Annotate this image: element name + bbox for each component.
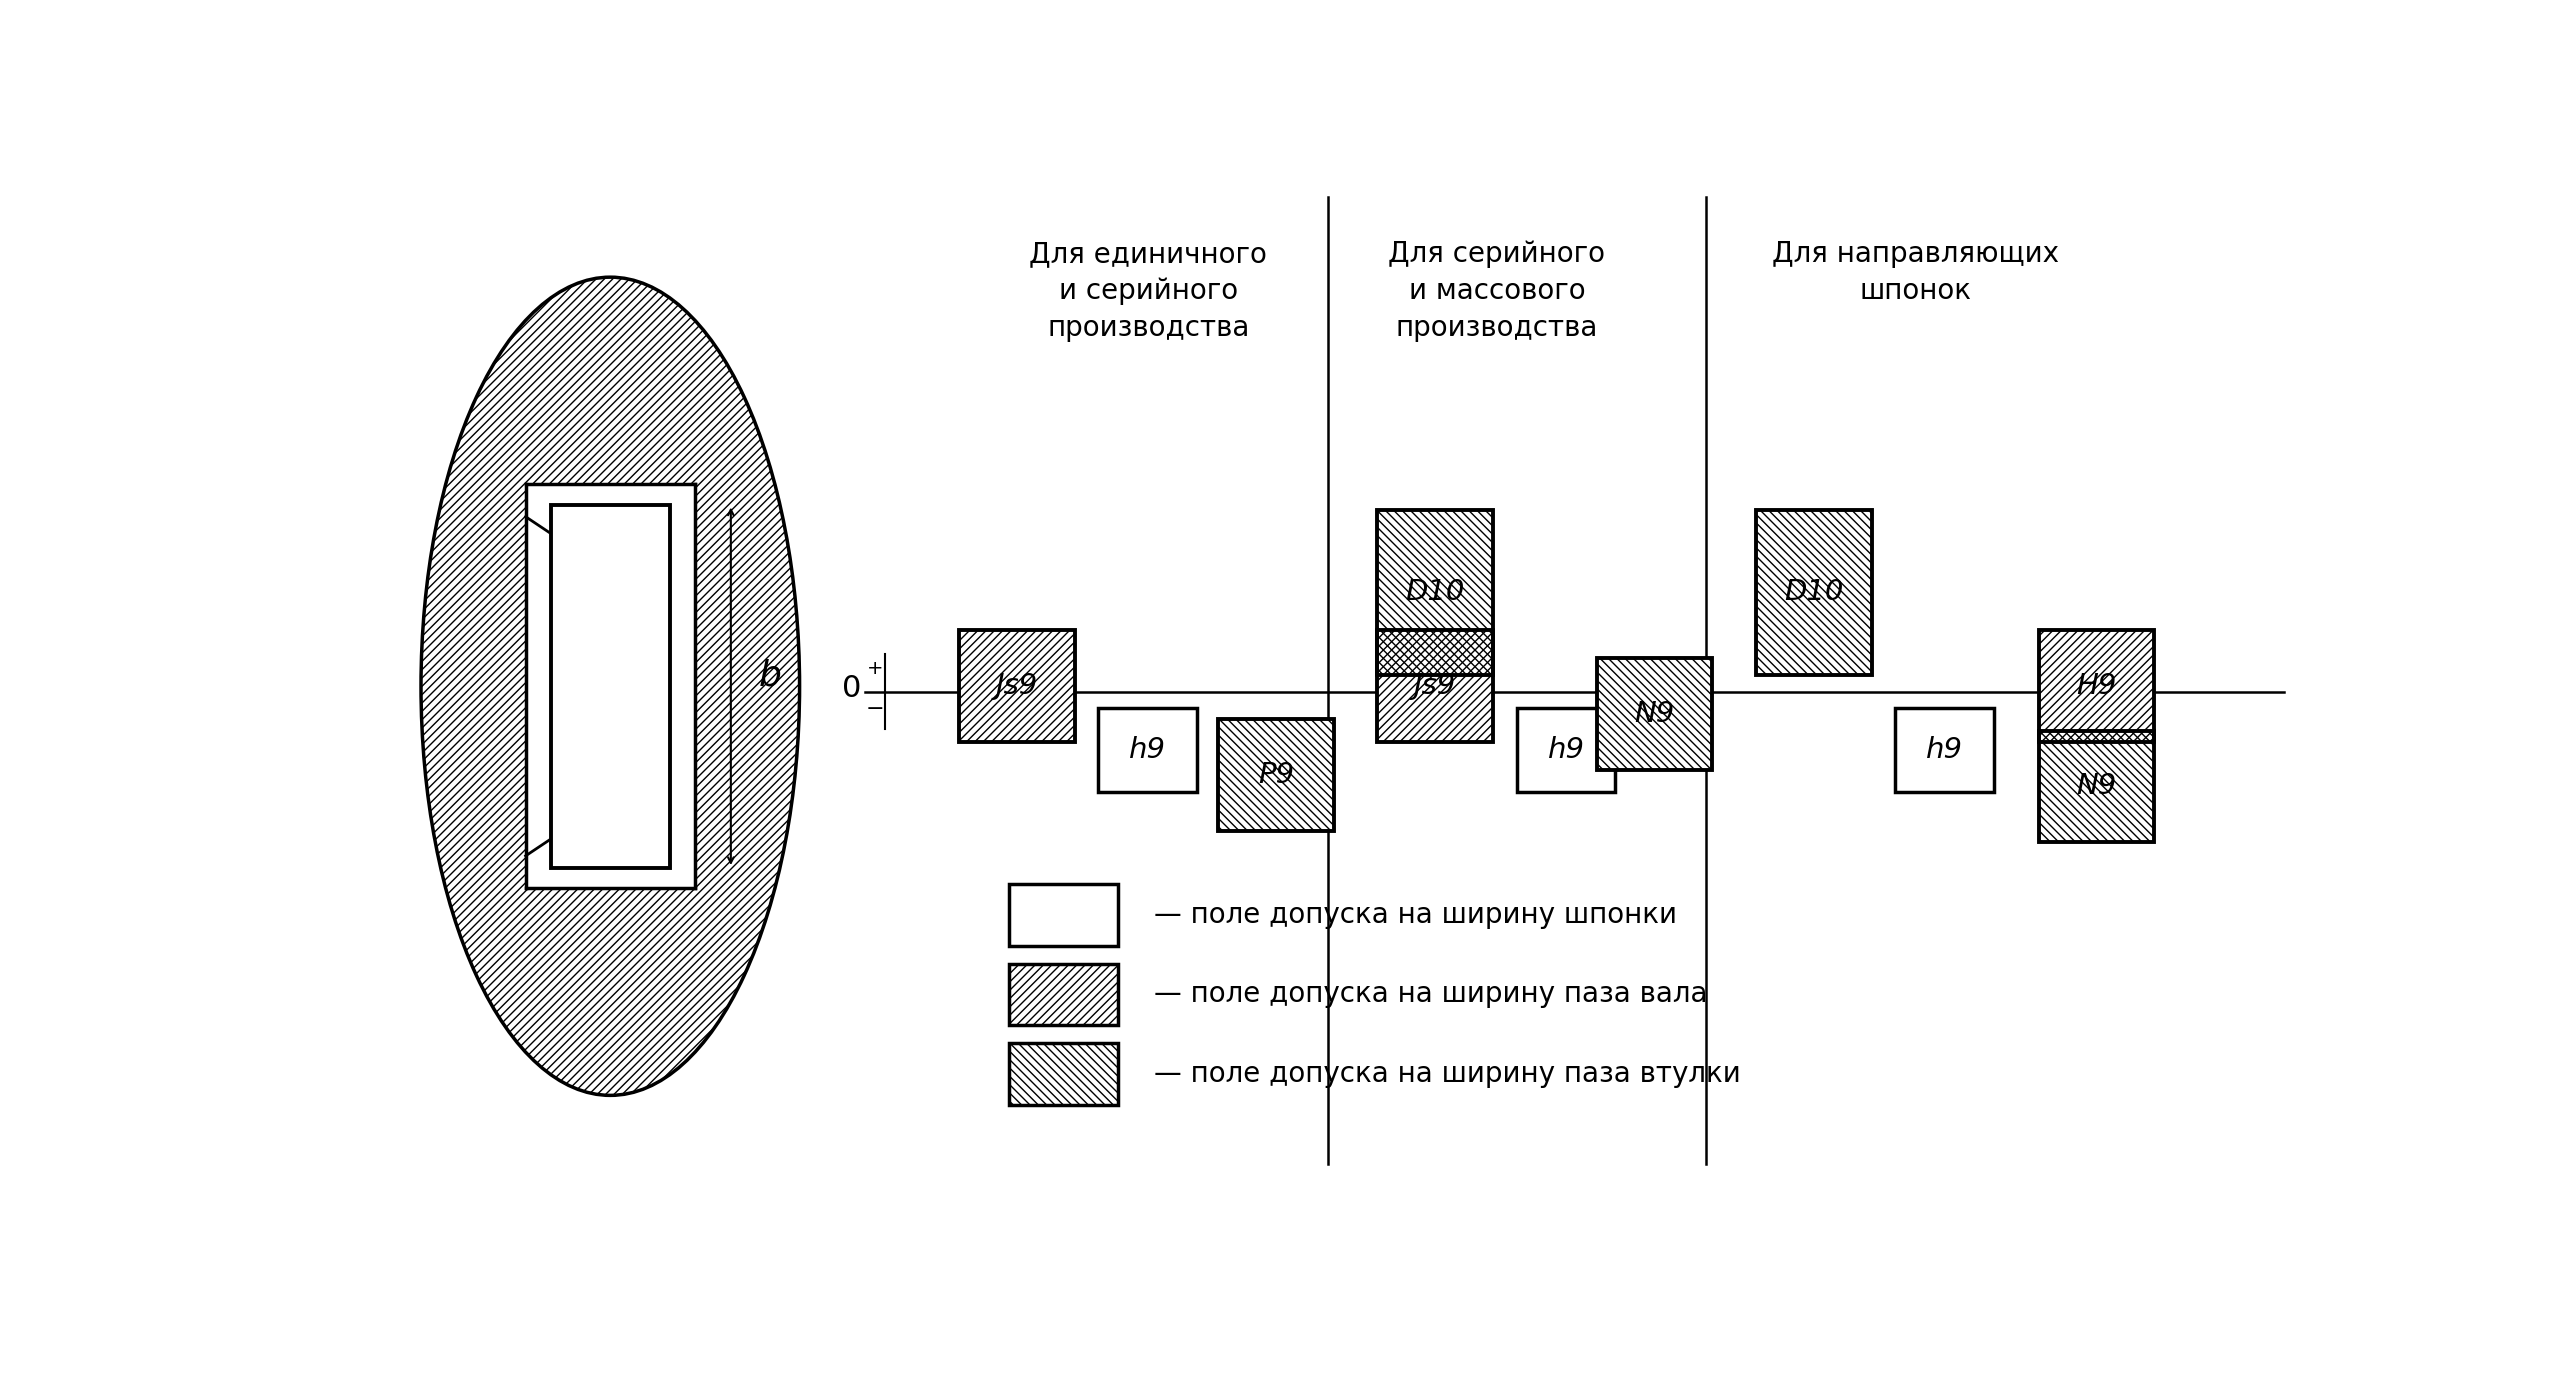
Bar [959,631,1075,742]
Bar [1378,511,1494,675]
Text: Для направляющих
шпонок: Для направляющих шпонок [1771,240,2059,305]
Bar [1378,511,1494,675]
Bar [1756,511,1872,675]
Bar [1378,631,1494,742]
Text: 0: 0 [841,673,861,702]
Bar [1008,963,1118,1025]
Bar [1378,631,1494,742]
Bar [1895,708,1993,792]
Bar [1008,963,1118,1025]
Bar [524,484,694,889]
Text: — поле допуска на ширину паза втулки: — поле допуска на ширину паза втулки [1154,1060,1741,1087]
Bar [1219,719,1334,831]
Bar [2039,631,2154,742]
Bar [1098,708,1196,792]
Text: Js9: Js9 [1414,672,1455,700]
Text: h9: h9 [1548,736,1584,765]
Text: H9: H9 [2077,672,2116,700]
Bar [1756,511,1872,675]
Text: b: b [758,658,782,693]
Bar [2039,631,2154,742]
Text: N9: N9 [1635,700,1674,727]
Bar [1597,658,1712,770]
Text: — поле допуска на ширину паза вала: — поле допуска на ширину паза вала [1154,980,1707,1009]
Bar [2039,730,2154,842]
Text: N9: N9 [2077,773,2116,800]
Text: h9: h9 [1129,736,1167,765]
Bar [2039,631,2154,742]
Text: −: − [866,698,884,719]
Text: D10: D10 [1406,578,1465,606]
Bar [1597,658,1712,770]
Bar [2039,730,2154,842]
Text: — поле допуска на ширину шпонки: — поле допуска на ширину шпонки [1154,901,1676,929]
Ellipse shape [422,277,800,1096]
Bar [1008,1043,1118,1105]
Bar [550,505,668,868]
Text: Js9: Js9 [995,672,1039,700]
Bar [1378,511,1494,675]
Bar [2039,730,2154,842]
Bar [1008,885,1118,945]
Text: +: + [866,658,884,678]
Text: Для единичного
и серийного
производства: Для единичного и серийного производства [1028,240,1268,342]
Bar [1008,1043,1118,1105]
Bar [1219,719,1334,831]
Bar [1219,719,1334,831]
Bar [1378,631,1494,742]
Bar [959,631,1075,742]
Text: h9: h9 [1926,736,1964,765]
Bar [1517,708,1615,792]
Bar [1756,511,1872,675]
Bar [1008,1043,1118,1105]
Bar [1597,658,1712,770]
Bar [1008,963,1118,1025]
Bar [959,631,1075,742]
Text: Для серийного
и массового
производства: Для серийного и массового производства [1388,240,1604,342]
Text: P9: P9 [1257,762,1293,789]
Text: D10: D10 [1784,578,1843,606]
